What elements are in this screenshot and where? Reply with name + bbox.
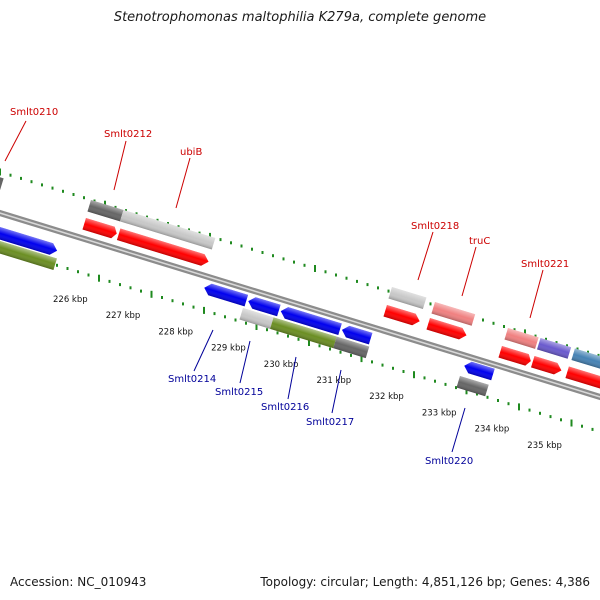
gene-box-dark-gray [0, 176, 4, 190]
gene-labels-bottom: Smlt0214 Smlt0215 Smlt0216 Smlt0217 Smlt… [168, 374, 473, 467]
scale-label: 231 kbp [317, 376, 352, 386]
scale-label: 229 kbp [211, 344, 246, 354]
gene-label: Smlt0221 [521, 259, 569, 270]
gene-label: Smlt0218 [411, 221, 459, 232]
gene-label: Smlt0217 [306, 417, 354, 428]
scale-labels: 226 kbp 227 kbp 228 kbp 229 kbp 230 kbp 231 k… [53, 295, 562, 451]
genome-backbone [0, 209, 600, 401]
scale-label: 235 kbp [527, 441, 562, 451]
scale-label: 228 kbp [158, 327, 193, 337]
scale-label: 226 kbp [53, 295, 88, 305]
scale-label: 230 kbp [264, 360, 299, 370]
gene-label: Smlt0210 [10, 107, 58, 118]
gene-label: ubiB [180, 147, 202, 158]
gene-label: Smlt0212 [104, 129, 152, 140]
gene-label: truC [469, 236, 490, 247]
gene-features [0, 176, 600, 397]
accession-text: Accession: NC_010943 [10, 575, 147, 589]
gene-label: Smlt0214 [168, 374, 216, 385]
gene-label: Smlt0216 [261, 402, 309, 413]
scale-label: 233 kbp [422, 408, 457, 418]
map-title: Stenotrophomonas maltophilia K279a, comp… [113, 10, 487, 25]
gene-label: Smlt0220 [425, 456, 473, 467]
scale-label: 227 kbp [106, 311, 141, 321]
genome-stats-text: Topology: circular; Length: 4,851,126 bp… [260, 575, 590, 589]
scale-label: 234 kbp [475, 425, 510, 435]
gene-label: Smlt0215 [215, 387, 263, 398]
scale-label: 232 kbp [369, 392, 404, 402]
gene-labels-top: Smlt0210 Smlt0212 ubiB Smlt0218 truC Sml… [10, 107, 569, 270]
label-leaders [4, 120, 544, 453]
